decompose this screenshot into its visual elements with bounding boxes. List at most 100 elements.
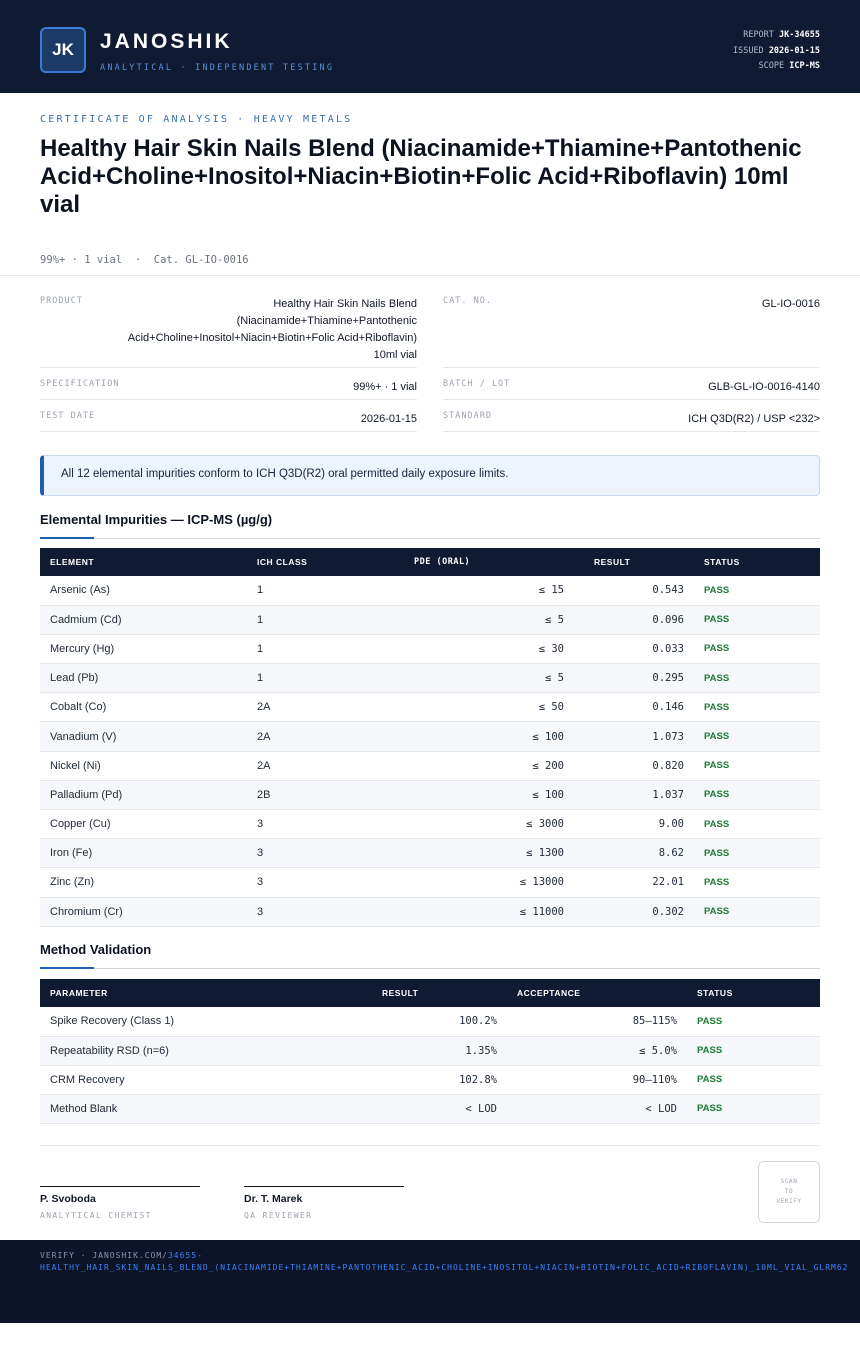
- table-row: CRM Recovery 102.8% 90–110% PASS: [40, 1065, 820, 1095]
- cell-pde: ≤ 11000: [404, 897, 574, 927]
- status-badge: PASS: [694, 780, 820, 811]
- cell-element: Vanadium (V): [40, 721, 247, 752]
- status-badge: PASS: [694, 605, 820, 635]
- table-header-row: PARAMETER RESULT ACCEPTANCE STATUS: [40, 979, 820, 1007]
- col-header: ICH CLASS: [257, 557, 308, 567]
- col-header: ELEMENT: [50, 557, 95, 567]
- signer-role: ANALYTICAL CHEMIST: [40, 1211, 152, 1220]
- status-badge: PASS: [694, 838, 820, 869]
- table-row: Cadmium (Cd) 1 ≤ 5 0.096 PASS: [40, 605, 820, 635]
- status-badge: PASS: [694, 634, 820, 665]
- cell-result: 0.543: [574, 576, 694, 606]
- cell-parameter: CRM Recovery: [40, 1065, 372, 1095]
- cell-result: 8.62: [574, 838, 694, 869]
- cell-element: Mercury (Hg): [40, 634, 247, 665]
- meta-issued: ISSUED 2026-01-15: [732, 45, 820, 56]
- cell-element: Cadmium (Cd): [40, 605, 247, 635]
- cell-element: Cobalt (Co): [40, 692, 247, 723]
- status-badge: PASS: [687, 1065, 820, 1095]
- info-standard-value: ICH Q3D(R2) / USP <232>: [688, 413, 820, 425]
- info-standard: STANDARD ICH Q3D(R2) / USP <232>: [443, 411, 820, 432]
- verify-url-cont[interactable]: HEALTHY_HAIR_SKIN_NAILS_BLEND_(NIACINAMI…: [40, 1263, 849, 1272]
- info-product-value: Healthy Hair Skin Nails Blend (Niacinami…: [127, 298, 417, 361]
- cell-element: Palladium (Pd): [40, 780, 247, 811]
- cell-result: 0.146: [574, 692, 694, 723]
- table-row: Copper (Cu) 3 ≤ 3000 9.00 PASS: [40, 809, 820, 840]
- cell-result: 0.302: [574, 897, 694, 927]
- status-badge: PASS: [694, 867, 820, 898]
- cell-class: 3: [247, 867, 404, 898]
- section-rule: [40, 967, 820, 969]
- info-batch-label: BATCH / LOT: [443, 379, 511, 389]
- cell-class: 2A: [247, 751, 404, 781]
- status-badge: PASS: [694, 663, 820, 694]
- cell-element: Copper (Cu): [40, 809, 247, 840]
- table-row: Arsenic (As) 1 ≤ 15 0.543 PASS: [40, 576, 820, 606]
- status-badge: PASS: [694, 751, 820, 781]
- cell-result: 1.073: [574, 721, 694, 752]
- verify-prefix: VERIFY · JANOSHIK.COM/: [40, 1251, 168, 1260]
- col-header: ACCEPTANCE: [517, 988, 581, 998]
- table-row: Cobalt (Co) 2A ≤ 50 0.146 PASS: [40, 692, 820, 723]
- cell-pde: ≤ 5: [404, 663, 574, 694]
- page-title: Healthy Hair Skin Nails Blend (Niacinami…: [40, 135, 802, 218]
- col-header: PDE (ORAL): [414, 557, 471, 567]
- col-header: PARAMETER: [50, 988, 108, 998]
- signer-role: QA REVIEWER: [244, 1211, 313, 1220]
- impurities-table: ELEMENT ICH CLASS PDE (ORAL) RESULT STAT…: [40, 548, 820, 927]
- cell-pde: ≤ 5: [404, 605, 574, 635]
- verify-link[interactable]: VERIFY · JANOSHIK.COM/34655- HEALTHY_HAI…: [40, 1250, 848, 1274]
- status-badge: PASS: [687, 1036, 820, 1066]
- qr-code[interactable]: SCAN TO VERIFY: [758, 1161, 820, 1223]
- table-row: Repeatability RSD (n=6) 1.35% ≤ 5.0% PASS: [40, 1036, 820, 1066]
- conformance-notice: All 12 elemental impurities conform to I…: [40, 455, 820, 496]
- cell-parameter: Repeatability RSD (n=6): [40, 1036, 372, 1066]
- info-catno-label: CAT. NO.: [443, 296, 492, 306]
- meta-report: REPORT JK-34655: [743, 30, 820, 40]
- cell-element: Arsenic (As): [40, 576, 247, 606]
- cell-class: 1: [247, 605, 404, 635]
- cell-pde: ≤ 30: [404, 634, 574, 665]
- cell-element: Nickel (Ni): [40, 751, 247, 781]
- document-kicker: CERTIFICATE OF ANALYSIS · HEAVY METALS: [40, 114, 353, 125]
- cell-pde: ≤ 3000: [404, 809, 574, 840]
- signature-block: Dr. T. Marek QA REVIEWER: [244, 1186, 404, 1220]
- cell-result: 0.096: [574, 605, 694, 635]
- info-spec-value: 99%+ · 1 vial: [353, 381, 417, 393]
- table-header-row: ELEMENT ICH CLASS PDE (ORAL) RESULT STAT…: [40, 548, 820, 576]
- cell-acceptance: ≤ 5.0%: [507, 1036, 687, 1066]
- info-product: PRODUCT Healthy Hair Skin Nails Blend (N…: [40, 296, 417, 368]
- cell-pde: ≤ 13000: [404, 867, 574, 898]
- cell-class: 1: [247, 663, 404, 694]
- col-header: STATUS: [704, 557, 740, 567]
- signer-name: Dr. T. Marek: [244, 1193, 303, 1205]
- cell-result: 0.295: [574, 663, 694, 694]
- cell-class: 3: [247, 838, 404, 869]
- info-batch: BATCH / LOT GLB-GL-IO-0016-4140: [443, 379, 820, 400]
- footer: VERIFY · JANOSHIK.COM/34655- HEALTHY_HAI…: [0, 1240, 860, 1323]
- table-row: Spike Recovery (Class 1) 100.2% 85–115% PAS…: [40, 1007, 820, 1037]
- cell-pde: ≤ 15: [404, 576, 574, 606]
- verify-url[interactable]: 34655-: [167, 1251, 203, 1260]
- cell-result: 1.037: [574, 780, 694, 811]
- info-batch-value: GLB-GL-IO-0016-4140: [708, 381, 820, 393]
- col-header: RESULT: [594, 557, 631, 567]
- signature-block: P. Svoboda ANALYTICAL CHEMIST: [40, 1186, 200, 1220]
- status-badge: PASS: [694, 576, 820, 606]
- cell-class: 2A: [247, 721, 404, 752]
- cell-class: 1: [247, 576, 404, 606]
- table-row: Lead (Pb) 1 ≤ 5 0.295 PASS: [40, 663, 820, 694]
- cell-element: Lead (Pb): [40, 663, 247, 694]
- status-badge: PASS: [694, 692, 820, 723]
- cell-element: Zinc (Zn): [40, 867, 247, 898]
- cell-acceptance: 85–115%: [507, 1007, 687, 1037]
- cell-class: 2A: [247, 692, 404, 723]
- cell-acceptance: 90–110%: [507, 1065, 687, 1095]
- logo: JK: [40, 27, 86, 73]
- cell-result: 0.820: [574, 751, 694, 781]
- info-product-label: PRODUCT: [40, 296, 83, 306]
- cell-element: Chromium (Cr): [40, 897, 247, 927]
- validation-table: PARAMETER RESULT ACCEPTANCE STATUS Spike…: [40, 979, 820, 1124]
- info-date-label: TEST DATE: [40, 411, 96, 421]
- table-row: Iron (Fe) 3 ≤ 1300 8.62 PASS: [40, 838, 820, 869]
